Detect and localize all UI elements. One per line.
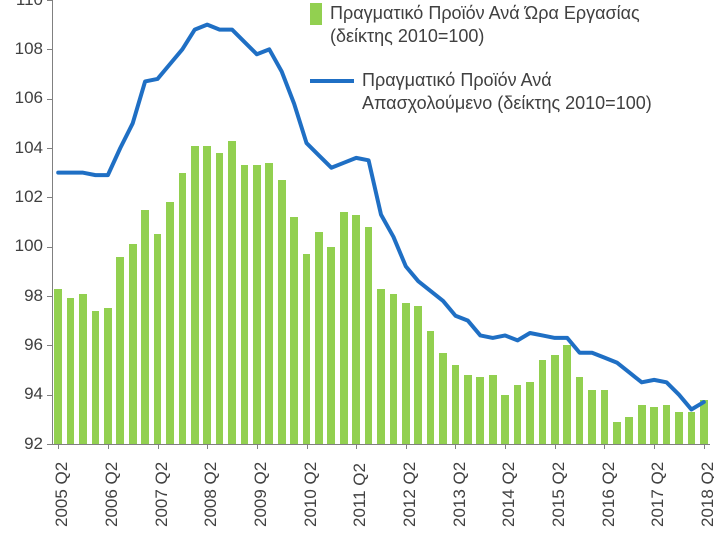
x-tick (704, 444, 705, 449)
y-tick-label: 110 (16, 0, 43, 10)
legend: Πραγματικό Προϊόν Ανά Ώρα Εργασίας(δείκτ… (310, 2, 652, 136)
x-tick (654, 444, 655, 449)
y-tick-label: 104 (15, 138, 43, 158)
legend-label: Πραγματικό Προϊόν ΑνάΑπασχολούμενο (δείκ… (362, 69, 652, 114)
legend-bar-swatch (310, 3, 322, 25)
x-tick-label: 2010 Q2 (301, 462, 321, 527)
x-tick (555, 444, 556, 449)
y-tick-label: 100 (15, 236, 43, 256)
x-tick (158, 444, 159, 449)
x-tick (604, 444, 605, 449)
x-tick-label: 2008 Q2 (201, 462, 221, 527)
x-axis-line (52, 444, 710, 445)
y-tick-label: 96 (24, 335, 43, 355)
x-tick-label: 2011 Q2 (350, 463, 370, 527)
x-tick-label: 2016 Q2 (599, 462, 619, 527)
x-tick (108, 444, 109, 449)
y-tick-label: 98 (24, 286, 43, 306)
x-tick-label: 2018 Q2 (698, 462, 714, 527)
x-tick (307, 444, 308, 449)
x-tick (58, 444, 59, 449)
y-tick-label: 108 (15, 39, 43, 59)
y-tick-label: 92 (24, 434, 43, 454)
legend-item: Πραγματικό Προϊόν ΑνάΑπασχολούμενο (δείκ… (310, 69, 652, 114)
y-tick-label: 94 (24, 384, 43, 404)
x-tick-label: 2009 Q2 (251, 462, 271, 527)
x-tick (406, 444, 407, 449)
y-tick-label: 106 (15, 88, 43, 108)
x-tick-label: 2015 Q2 (549, 462, 569, 527)
x-tick (455, 444, 456, 449)
x-tick-label: 2005 Q2 (52, 462, 72, 527)
x-tick (207, 444, 208, 449)
x-tick-label: 2007 Q2 (152, 462, 172, 527)
x-tick-label: 2006 Q2 (102, 462, 122, 527)
legend-line-swatch (310, 79, 354, 83)
x-tick (505, 444, 506, 449)
x-tick-label: 2014 Q2 (499, 462, 519, 527)
y-tick (47, 444, 52, 445)
y-tick-label: 102 (15, 187, 43, 207)
x-tick (257, 444, 258, 449)
x-tick-label: 2012 Q2 (400, 462, 420, 527)
legend-item: Πραγματικό Προϊόν Ανά Ώρα Εργασίας(δείκτ… (310, 2, 652, 47)
x-tick-label: 2013 Q2 (450, 462, 470, 527)
x-tick-label: 2017 Q2 (648, 462, 668, 527)
x-tick (356, 444, 357, 449)
productivity-chart: 92 94 96 98 100 102 104 106 108 110 2005 Q2 2006 Q… (0, 0, 714, 536)
legend-label: Πραγματικό Προϊόν Ανά Ώρα Εργασίας(δείκτ… (330, 2, 640, 47)
